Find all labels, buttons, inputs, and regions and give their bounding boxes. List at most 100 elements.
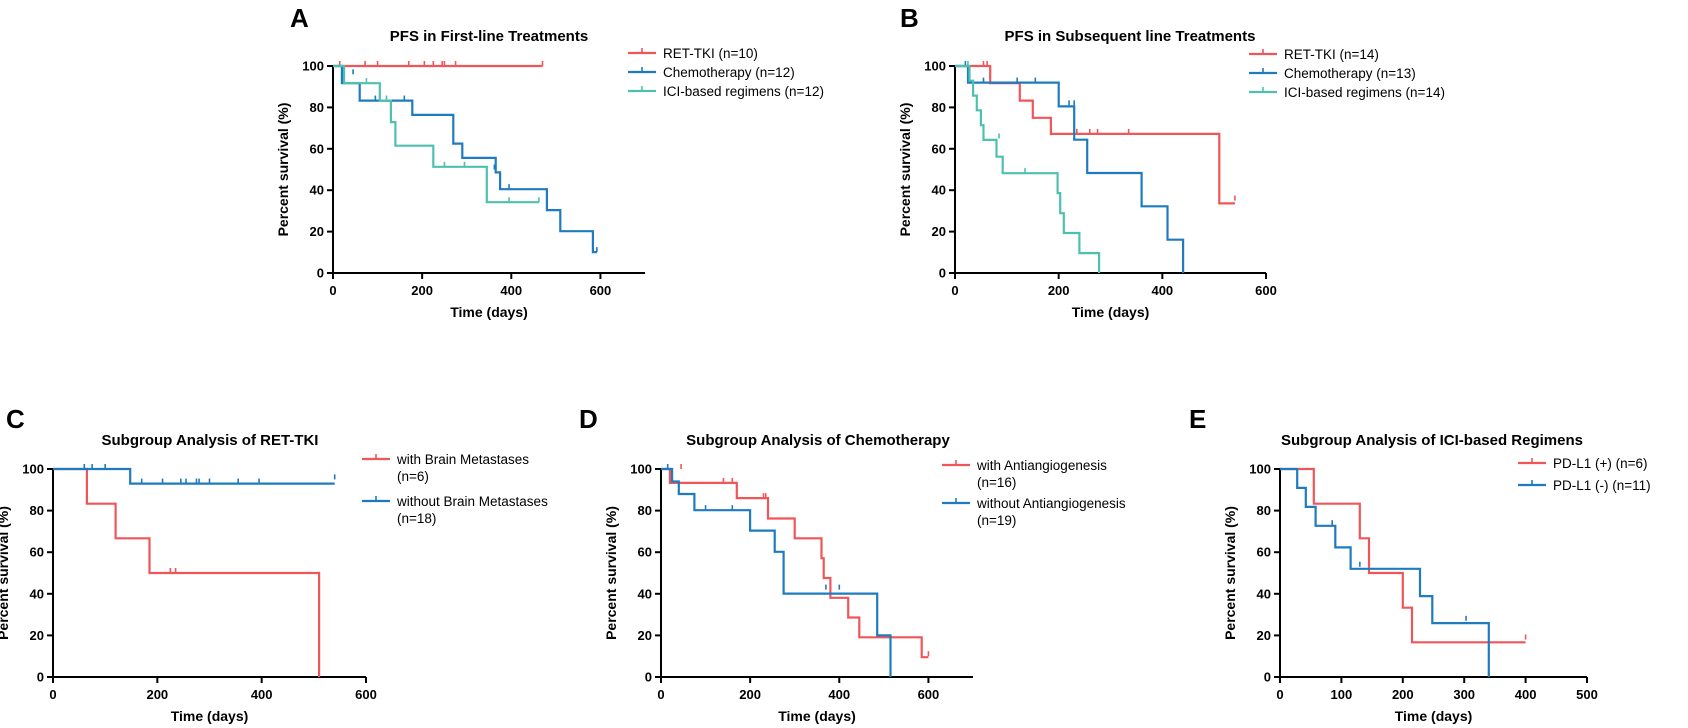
y-axis-label: Percent survival (%): [0, 506, 11, 640]
y-tick-label: 100: [1249, 462, 1271, 477]
y-tick-label: 60: [638, 545, 652, 560]
y-axis-label: Percent survival (%): [1222, 506, 1238, 640]
legend-item: without Antiangiogenesis (n=19): [942, 496, 1126, 528]
x-tick-label: 400: [1151, 283, 1173, 298]
y-tick-label: 0: [317, 266, 324, 281]
legend-label: ICI-based regimens (n=14): [1284, 85, 1445, 100]
legend-item: Chemotherapy (n=12): [628, 65, 795, 80]
series-3: [333, 64, 540, 204]
legend-item: with Antiangiogenesis (n=16): [942, 458, 1107, 490]
x-axis-label: Time (days): [171, 708, 249, 724]
legend-label-line2: (n=18): [397, 511, 436, 526]
panel-label: C: [6, 404, 25, 434]
chart-title: PFS in Subsequent line Treatments: [1005, 28, 1256, 45]
y-tick-label: 20: [932, 224, 946, 239]
legend-item: RET-TKI (n=10): [628, 46, 758, 61]
y-tick-label: 80: [310, 100, 324, 115]
series-2: [661, 464, 892, 677]
y-axis-label: Percent survival (%): [897, 103, 913, 237]
x-axis-label: Time (days): [450, 304, 528, 320]
y-tick-label: 20: [1257, 628, 1271, 643]
x-tick-label: 0: [49, 687, 56, 702]
y-tick-label: 20: [638, 628, 652, 643]
series-1: [661, 464, 930, 659]
x-tick-label: 200: [1048, 283, 1070, 298]
x-tick-label: 200: [739, 687, 761, 702]
legend-label: RET-TKI (n=14): [1284, 47, 1379, 62]
x-tick-label: 100: [1331, 687, 1353, 702]
legend-label-line2: (n=6): [397, 469, 429, 484]
panel-label: E: [1189, 404, 1206, 434]
panel-C: C Subgroup Analysis of RET-TKI 0 200 400 600 0…: [0, 404, 548, 724]
y-tick-label: 100: [630, 462, 652, 477]
legend-item: RET-TKI (n=14): [1249, 47, 1379, 62]
x-tick-label: 0: [657, 687, 664, 702]
x-tick-label: 200: [411, 283, 433, 298]
legend-label: RET-TKI (n=10): [663, 46, 758, 61]
x-tick-label: 200: [146, 687, 168, 702]
y-tick-label: 100: [22, 462, 44, 477]
y-axis-label: Percent survival (%): [275, 103, 291, 237]
y-axis-label: Percent survival (%): [603, 506, 619, 640]
legend-item: PD-L1 (+) (n=6): [1518, 456, 1648, 471]
y-tick-label: 100: [302, 59, 324, 74]
y-tick-label: 60: [932, 141, 946, 156]
survival-curve: [1280, 467, 1526, 644]
y-tick-label: 60: [310, 141, 324, 156]
x-tick-label: 600: [918, 687, 940, 702]
legend-label: with Brain Metastases: [396, 452, 529, 467]
x-axis-label: Time (days): [778, 708, 856, 724]
legend-label: PD-L1 (-) (n=11): [1553, 478, 1651, 493]
legend-label-line2: (n=16): [977, 475, 1016, 490]
survival-curve: [53, 467, 321, 677]
survival-curve: [955, 64, 1185, 273]
y-tick-label: 40: [310, 183, 324, 198]
y-tick-label: 0: [37, 670, 44, 685]
y-tick-label: 0: [1264, 670, 1271, 685]
y-tick-label: 0: [645, 670, 652, 685]
x-tick-label: 300: [1453, 687, 1475, 702]
survival-curve: [661, 467, 892, 677]
y-tick-label: 100: [924, 59, 946, 74]
legend-label-line2: (n=19): [977, 513, 1016, 528]
survival-curve: [1280, 467, 1490, 677]
y-tick-label: 0: [939, 266, 946, 281]
legend-label: ICI-based regimens (n=12): [663, 84, 824, 99]
legend-label: Chemotherapy (n=13): [1284, 66, 1416, 81]
x-tick-label: 600: [355, 687, 377, 702]
legend-label: PD-L1 (+) (n=6): [1553, 456, 1648, 471]
series-1: [955, 61, 1236, 205]
legend-item: with Brain Metastases (n=6): [362, 452, 529, 484]
survival-curve: [661, 467, 929, 659]
panel-E: E Subgroup Analysis of ICI-based Regimens…: [1189, 404, 1651, 724]
y-tick-label: 40: [932, 183, 946, 198]
legend-item: PD-L1 (-) (n=11): [1518, 478, 1651, 493]
series-1: [1280, 467, 1527, 644]
y-tick-label: 40: [1257, 586, 1271, 601]
panel-label: B: [900, 3, 919, 33]
y-tick-label: 20: [30, 628, 44, 643]
series-1: [333, 61, 544, 68]
x-axis-label: Time (days): [1395, 708, 1473, 724]
series-2: [1280, 467, 1490, 677]
x-tick-label: 200: [1392, 687, 1414, 702]
x-tick-label: 400: [500, 283, 522, 298]
x-tick-label: 0: [329, 283, 336, 298]
y-tick-label: 80: [1257, 503, 1271, 518]
x-tick-label: 600: [590, 283, 612, 298]
panel-label: A: [290, 3, 309, 33]
y-tick-label: 40: [638, 586, 652, 601]
survival-curve: [333, 64, 597, 254]
x-tick-label: 400: [251, 687, 273, 702]
chart-title: Subgroup Analysis of ICI-based Regimens: [1281, 432, 1583, 449]
x-tick-label: 400: [828, 687, 850, 702]
y-tick-label: 80: [638, 503, 652, 518]
series-1: [53, 467, 321, 677]
x-tick-label: 0: [1276, 687, 1283, 702]
x-tick-label: 600: [1255, 283, 1277, 298]
survival-curve: [955, 64, 1101, 273]
x-tick-label: 0: [951, 283, 958, 298]
y-tick-label: 60: [30, 545, 44, 560]
